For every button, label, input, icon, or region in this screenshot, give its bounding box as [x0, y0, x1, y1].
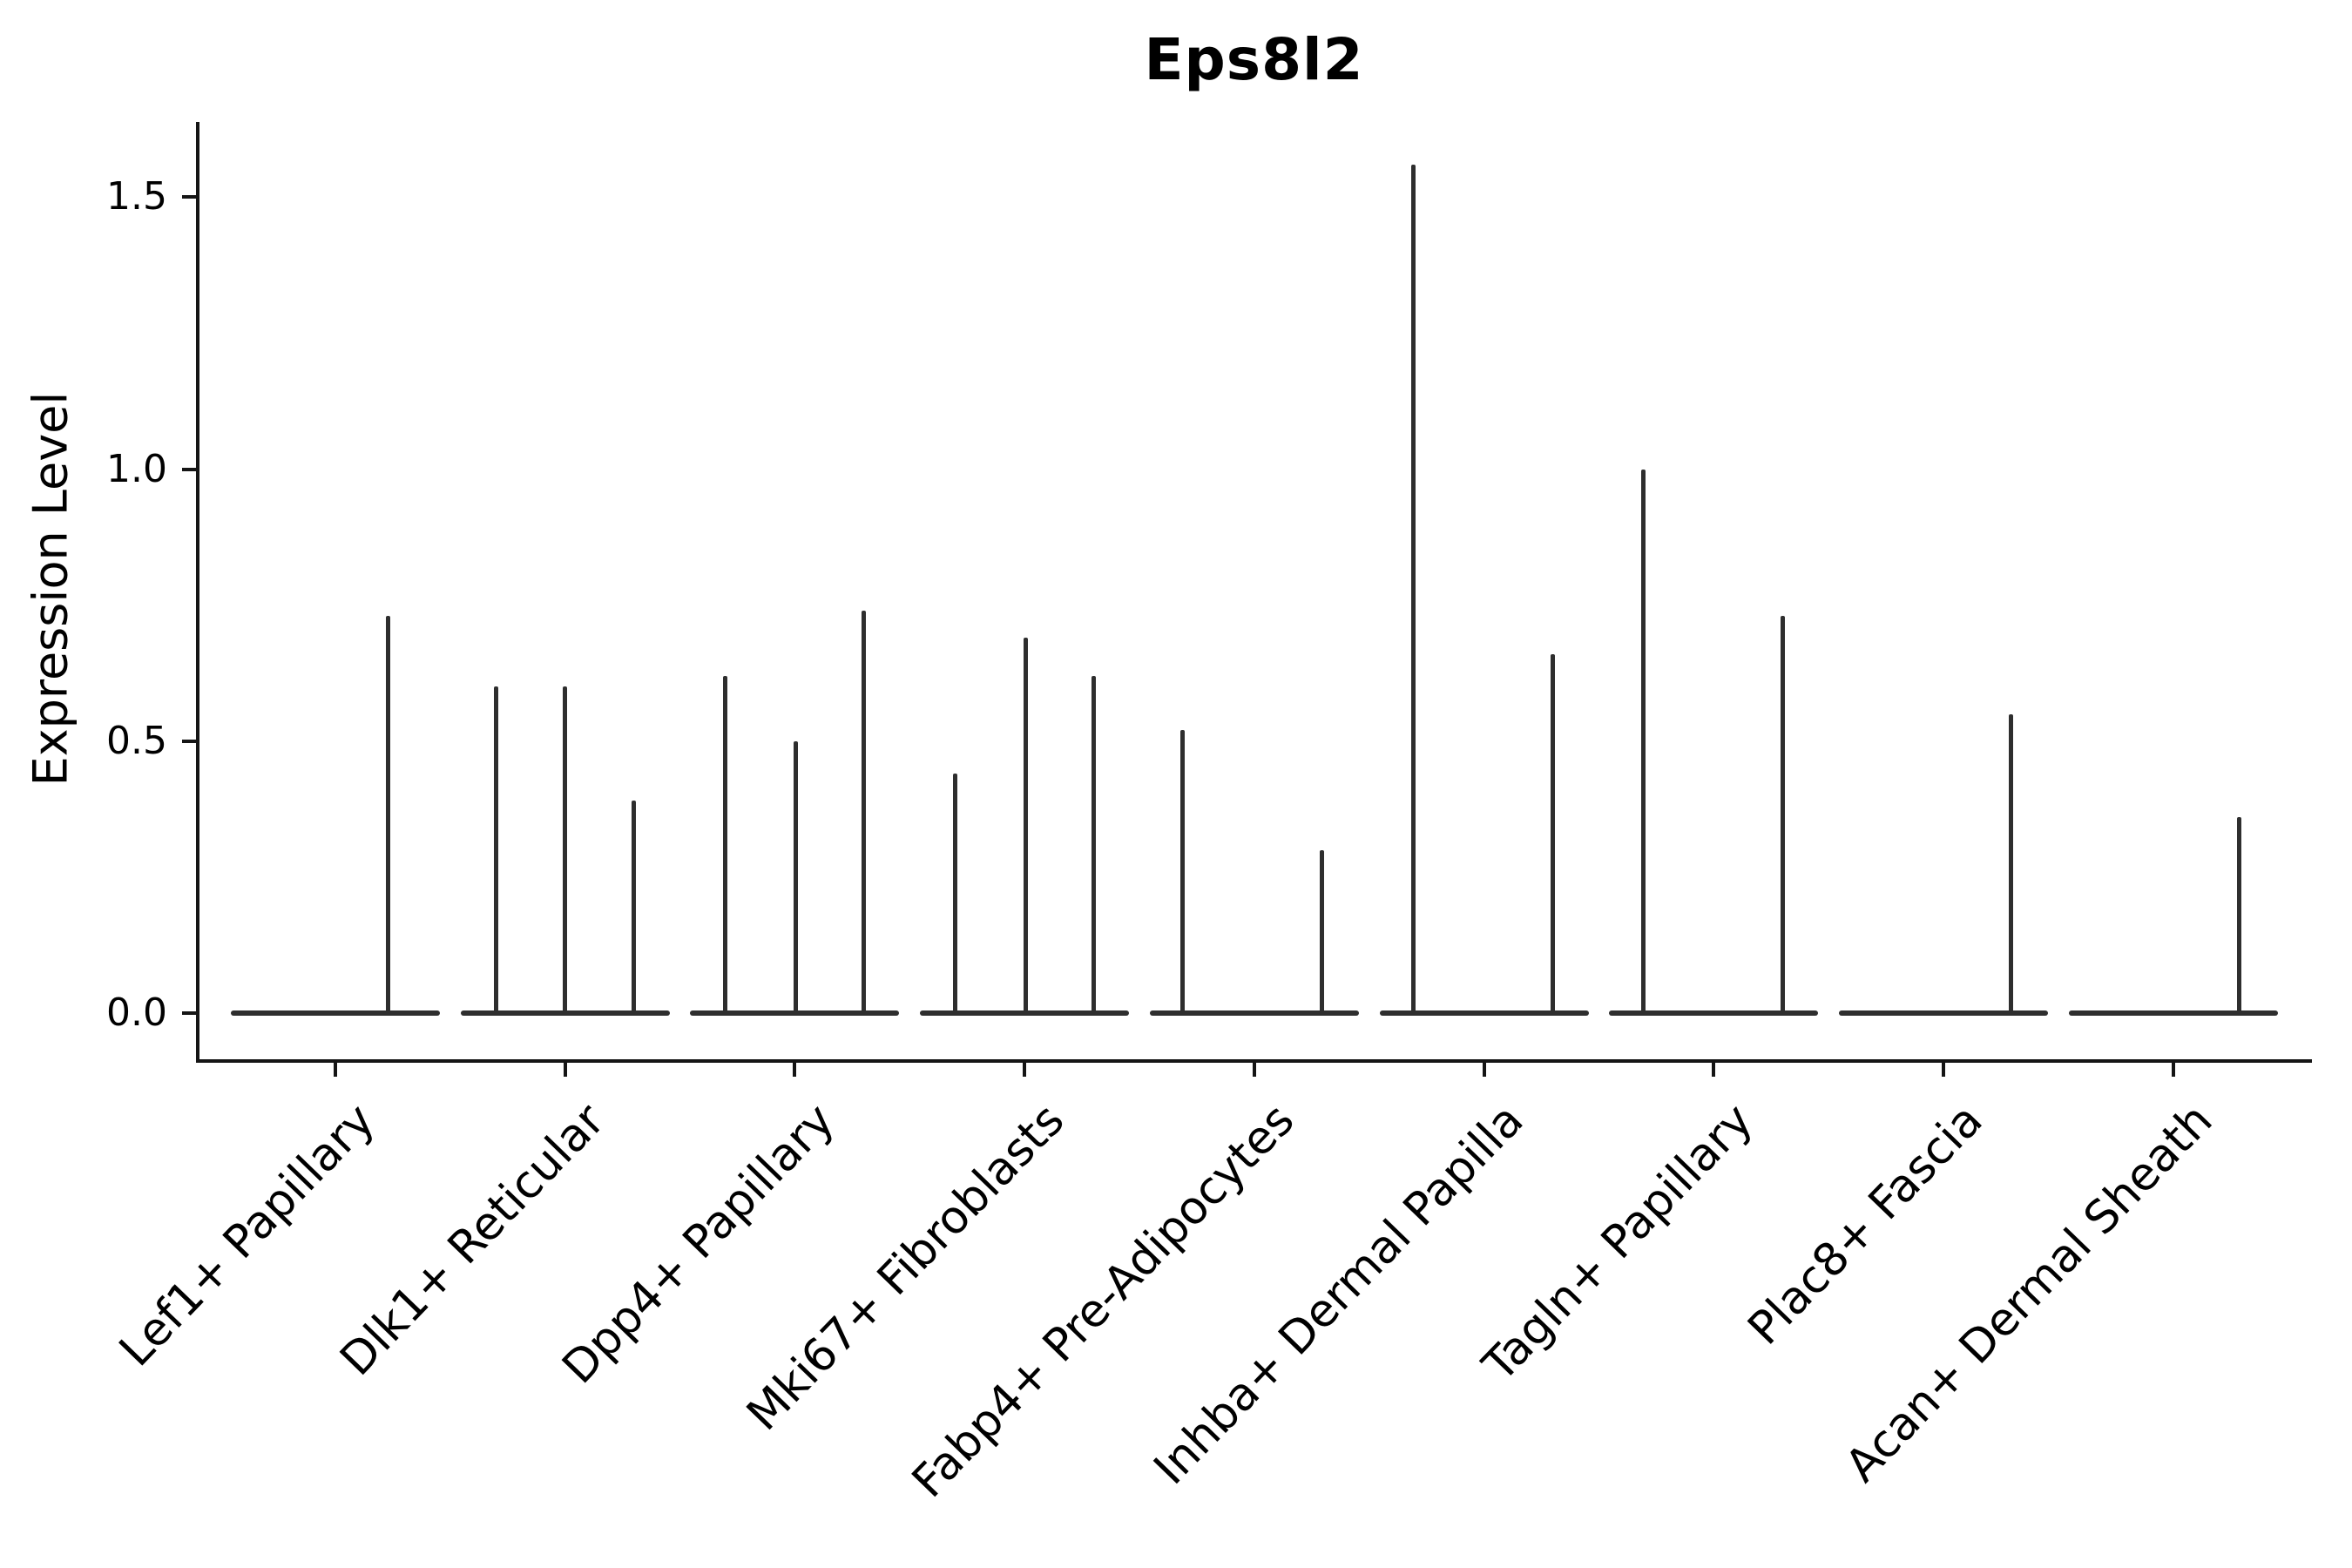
violin-spike: [1411, 164, 1416, 1015]
x-tick-mark: [1941, 1059, 1945, 1077]
y-axis-spine: [196, 122, 199, 1063]
violin-baseline: [1149, 1010, 1359, 1016]
violin-baseline: [1838, 1010, 2048, 1016]
x-category-label: Plac8+ Fascia: [1738, 1094, 1994, 1355]
figure-title: Eps8l2: [1144, 26, 1364, 93]
x-tick-mark: [334, 1059, 337, 1077]
violin-spike: [793, 740, 798, 1015]
violin-baseline: [231, 1010, 440, 1016]
y-tick-label: 1.0: [106, 446, 167, 491]
x-tick-mark: [563, 1059, 567, 1077]
violin-baseline: [2068, 1010, 2278, 1016]
violin-spike: [1780, 616, 1785, 1015]
violin-spike: [1180, 730, 1186, 1015]
x-category-label: Fabp4+ Pre-Adipocytes: [902, 1094, 1304, 1508]
violin-spike: [861, 610, 866, 1015]
violin-spike: [632, 801, 637, 1015]
violin-spike: [1640, 469, 1646, 1015]
violin-spike: [1023, 638, 1028, 1015]
violin-spike: [2237, 817, 2242, 1015]
y-tick-mark: [182, 739, 198, 743]
x-category-label: Acan+ Dermal Sheath: [1835, 1094, 2223, 1492]
violin-spike: [1551, 653, 1555, 1015]
y-tick-mark: [182, 467, 198, 471]
x-tick-mark: [1252, 1059, 1256, 1077]
y-tick-mark: [182, 195, 198, 199]
violin-spike: [1320, 849, 1325, 1015]
violin-spike: [1091, 675, 1096, 1015]
violin-spike: [563, 686, 568, 1015]
y-tick-mark: [182, 1011, 198, 1015]
x-tick-mark: [793, 1059, 797, 1077]
x-tick-mark: [1023, 1059, 1027, 1077]
y-tick-label: 0.5: [106, 718, 167, 763]
violin-baseline: [1609, 1010, 1819, 1016]
violin-spike: [385, 616, 390, 1015]
violin-spike: [722, 675, 727, 1015]
violin-spike: [494, 686, 499, 1015]
x-tick-mark: [2171, 1059, 2175, 1077]
x-tick-mark: [1482, 1059, 1486, 1077]
x-category-label: Inhba+ Dermal Papilla: [1144, 1094, 1534, 1495]
y-tick-label: 0.0: [106, 990, 167, 1035]
violin-baseline: [1379, 1010, 1589, 1016]
violin-spike: [952, 774, 957, 1015]
violin-spike: [2009, 713, 2014, 1015]
y-tick-label: 1.5: [106, 174, 167, 220]
x-tick-mark: [1712, 1059, 1716, 1077]
